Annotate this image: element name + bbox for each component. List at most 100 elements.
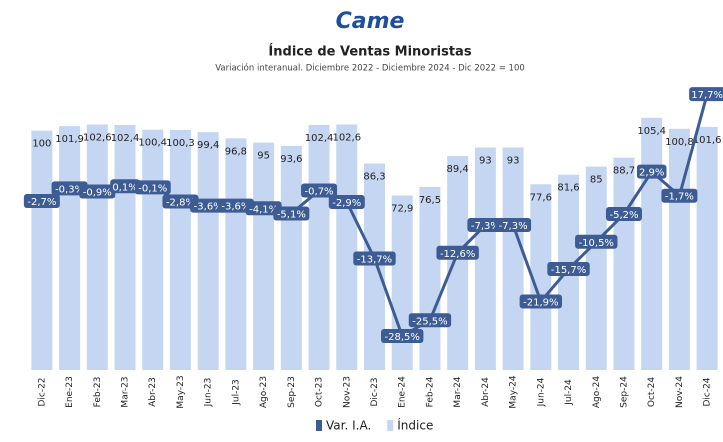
bar-value-label: 102,6: [332, 132, 361, 143]
line-value-label: -4,1%: [249, 204, 278, 215]
x-tick-label: Jul-23: [231, 379, 241, 406]
bar: [169, 129, 191, 370]
x-tick-label: Ene-24: [398, 376, 408, 408]
bar: [502, 147, 524, 370]
x-tick-label: Nov-24: [675, 376, 685, 408]
bar-value-label: 100,8: [665, 137, 694, 148]
bar: [613, 157, 635, 370]
x-tick-label: Sep-24: [619, 376, 629, 408]
line-value-label: -12,6%: [440, 249, 475, 260]
line-label-bg: [408, 313, 452, 328]
bar: [225, 138, 247, 370]
line-label-bg: [217, 198, 254, 213]
chart-title: Índice de Ventas Minoristas: [268, 44, 471, 60]
line-label-bg: [689, 87, 723, 102]
bar: [641, 117, 663, 370]
x-tick-label: Mar-23: [121, 376, 131, 407]
bar: [308, 124, 330, 370]
line-value-label: -2,9%: [332, 198, 361, 209]
bar-value-label: 101,6: [693, 135, 722, 146]
line-value-label: -2,8%: [166, 197, 195, 208]
x-tick-label: May-24: [509, 375, 519, 408]
x-tick-label: Ene-23: [65, 376, 75, 408]
line-label-bg: [162, 194, 199, 209]
line-label-bg: [301, 183, 338, 198]
x-tick-label: Jun-24: [536, 377, 546, 407]
line-value-label: 0,1%: [112, 182, 137, 193]
bar: [474, 147, 496, 370]
bar: [585, 166, 607, 370]
line-label-bg: [495, 218, 532, 233]
line-value-label: -10,5%: [579, 238, 614, 249]
bar: [391, 195, 413, 370]
line-label-bg: [661, 188, 698, 203]
legend-label: Índice: [397, 418, 433, 433]
line-value-label: -0,3%: [55, 184, 84, 195]
legend-swatch: [316, 420, 322, 431]
x-tick-label: Mar-24: [453, 376, 463, 407]
bar: [59, 126, 81, 370]
bar: [696, 126, 718, 370]
line-label-bg: [51, 181, 88, 196]
bar: [447, 156, 469, 370]
bar-value-label: 100: [32, 139, 51, 150]
line-value-label: -28,5%: [385, 332, 420, 343]
line-value-label: 2,9%: [639, 168, 664, 179]
line-value-label: 17,7%: [691, 90, 723, 101]
line-label-bg: [245, 201, 282, 216]
x-tick-label: Feb-23: [93, 377, 103, 408]
bar: [253, 142, 275, 370]
line-value-label: -0,9%: [83, 188, 112, 199]
bar-value-label: 76,5: [419, 195, 441, 206]
line-value-label: -5,2%: [609, 210, 638, 221]
line-label-bg: [190, 198, 227, 213]
bar-value-label: 77,6: [530, 192, 552, 203]
bar: [142, 129, 164, 370]
logo: Came: [336, 9, 405, 34]
line-label-bg: [79, 184, 116, 199]
line-value-label: -3,6%: [221, 202, 250, 213]
bar-value-label: 93,6: [280, 154, 302, 165]
bar-value-label: 105,4: [637, 126, 666, 137]
line-value-label: -13,7%: [357, 255, 392, 266]
line-label-bg: [467, 218, 504, 233]
line-label-bg: [110, 179, 140, 194]
line-value-label: -2,7%: [27, 197, 56, 208]
line-value-label: -7,3%: [499, 221, 528, 232]
x-tick-label: Abr-23: [148, 377, 158, 407]
line-label-bg: [519, 294, 563, 309]
line-value-label: -0,7%: [305, 186, 334, 197]
line-label-bg: [575, 234, 618, 249]
x-tick-label: Dic-22: [37, 377, 47, 406]
bar: [31, 130, 53, 370]
line-label-bg: [547, 261, 590, 276]
line-value-label: -5,1%: [277, 210, 306, 221]
bar-value-label: 81,6: [557, 183, 579, 194]
line-label-bg: [605, 207, 642, 222]
line-value-label: -25,5%: [412, 316, 447, 327]
x-tick-label: Dic-24: [703, 377, 713, 406]
bar: [197, 132, 219, 370]
line-value-label: -7,3%: [471, 221, 500, 232]
line-label-bg: [134, 180, 171, 195]
line-value-label: -1,7%: [665, 192, 694, 203]
bar-value-label: 86,3: [363, 171, 385, 182]
x-tick-label: Abr-24: [481, 377, 491, 407]
bar-value-label: 88,7: [613, 166, 635, 177]
line-label-bg: [353, 251, 396, 266]
bar-value-label: 89,4: [447, 164, 469, 175]
bar-value-label: 72,9: [391, 204, 413, 215]
bar-value-label: 100,4: [138, 138, 167, 149]
line-value-label: -21,9%: [523, 297, 558, 308]
bar-value-label: 96,8: [225, 146, 247, 157]
bar-value-label: 100,3: [166, 138, 195, 149]
bar-value-label: 93: [507, 155, 520, 166]
bar: [280, 146, 302, 370]
bar: [530, 184, 552, 370]
legend-swatch: [387, 420, 394, 431]
bar-value-label: 85: [590, 175, 603, 186]
bar: [86, 124, 108, 370]
line-label-bg: [328, 195, 365, 209]
x-tick-label: Ago-24: [592, 376, 602, 409]
bar-value-label: 102,6: [83, 132, 112, 143]
